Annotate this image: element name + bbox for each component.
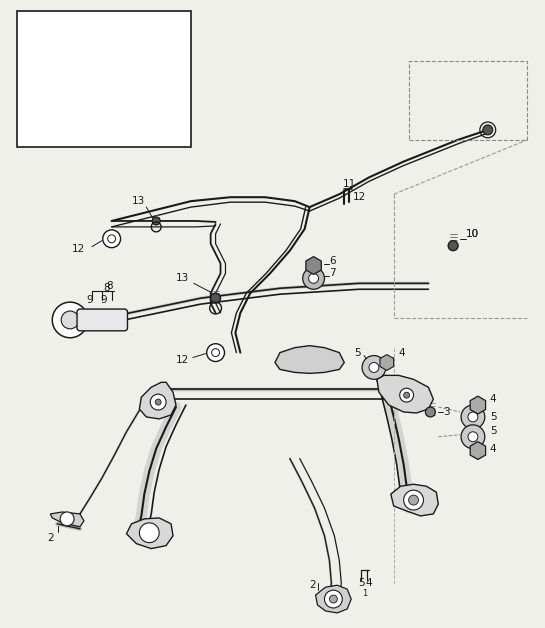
Circle shape (329, 595, 337, 603)
Text: 3: 3 (443, 407, 450, 417)
Circle shape (468, 432, 478, 441)
Circle shape (40, 118, 68, 146)
Text: 2: 2 (47, 533, 53, 543)
Bar (409, 61, 528, 140)
Circle shape (409, 495, 419, 505)
Circle shape (369, 362, 379, 372)
Text: 8: 8 (107, 281, 113, 291)
Circle shape (468, 412, 478, 422)
Circle shape (152, 217, 160, 225)
Circle shape (302, 268, 324, 290)
Circle shape (61, 311, 79, 329)
Circle shape (51, 129, 57, 135)
Circle shape (150, 394, 166, 410)
Circle shape (399, 388, 414, 402)
Text: 1: 1 (362, 588, 368, 598)
Text: 5: 5 (354, 348, 361, 357)
Circle shape (483, 125, 493, 135)
Text: 4: 4 (399, 348, 405, 357)
Text: 6: 6 (329, 256, 336, 266)
Text: 13: 13 (131, 196, 145, 206)
Bar (17, 11, 191, 147)
Text: 4: 4 (490, 394, 496, 404)
Circle shape (52, 302, 88, 338)
Circle shape (103, 230, 120, 247)
Text: 10: 10 (466, 229, 479, 239)
Polygon shape (126, 518, 173, 549)
Circle shape (448, 241, 458, 251)
Text: 13: 13 (176, 273, 189, 283)
Circle shape (461, 425, 485, 448)
Text: 12: 12 (353, 192, 366, 202)
Text: 12: 12 (72, 244, 86, 254)
FancyBboxPatch shape (77, 309, 128, 331)
Circle shape (324, 590, 342, 608)
Circle shape (404, 490, 423, 510)
Text: 10: 10 (466, 229, 479, 239)
Circle shape (155, 399, 161, 405)
Circle shape (362, 355, 386, 379)
Circle shape (207, 344, 225, 362)
Circle shape (210, 293, 221, 303)
Circle shape (149, 125, 163, 139)
Circle shape (142, 118, 170, 146)
Text: 5: 5 (358, 578, 365, 588)
Text: 9: 9 (100, 295, 107, 305)
Circle shape (308, 273, 318, 283)
Text: 5: 5 (490, 412, 496, 422)
Text: 9: 9 (87, 295, 93, 305)
Circle shape (426, 407, 435, 417)
Polygon shape (391, 484, 438, 516)
Circle shape (60, 512, 74, 526)
Text: 11: 11 (343, 180, 356, 189)
Text: 7: 7 (329, 268, 336, 278)
Polygon shape (316, 585, 351, 613)
Circle shape (153, 129, 159, 135)
Text: 8: 8 (104, 283, 110, 293)
Text: 4: 4 (366, 578, 372, 588)
Circle shape (404, 392, 410, 398)
Polygon shape (140, 382, 176, 419)
Text: 12: 12 (176, 355, 189, 364)
Text: 2: 2 (310, 580, 316, 590)
Circle shape (140, 523, 159, 543)
Polygon shape (377, 376, 433, 413)
Text: 5: 5 (490, 426, 496, 436)
Polygon shape (275, 345, 344, 374)
Polygon shape (50, 512, 84, 527)
Text: 4: 4 (490, 443, 496, 453)
Circle shape (47, 125, 61, 139)
Circle shape (461, 405, 485, 429)
